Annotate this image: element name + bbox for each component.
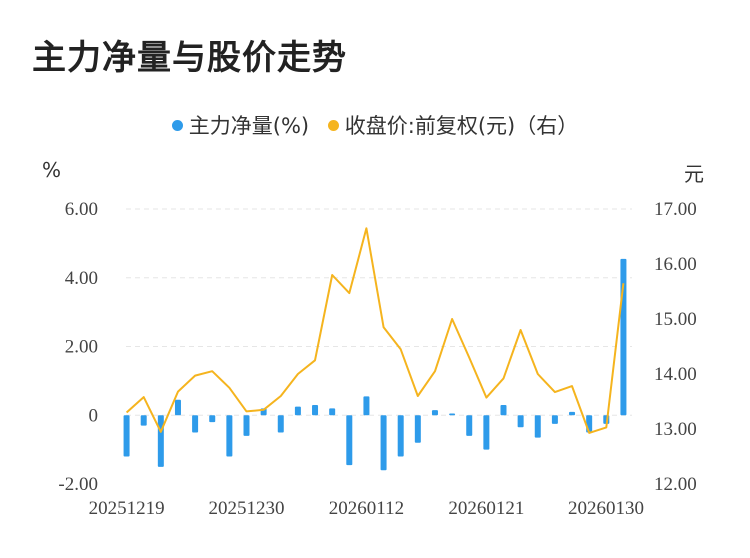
net-flow-bar — [140, 415, 147, 426]
legend: 主力净量(%) 收盘价:前复权(元)（右） — [0, 110, 750, 140]
left-axis-tick-label: 6.00 — [65, 199, 98, 220]
legend-label-net-flow: 主力净量(%) — [188, 114, 310, 138]
net-flow-bar — [123, 415, 130, 457]
net-flow-bar — [294, 406, 301, 416]
net-flow-bar — [192, 415, 199, 433]
x-axis-tick-label: 20260121 — [448, 498, 524, 519]
net-flow-bar — [329, 408, 336, 416]
net-flow-bar — [243, 415, 250, 436]
right-axis-tick-label: 16.00 — [654, 254, 697, 275]
left-axis-tick-label: 0 — [89, 405, 99, 426]
net-flow-bar — [380, 415, 387, 471]
net-flow-bar — [226, 415, 233, 457]
net-flow-bar — [209, 415, 216, 423]
net-flow-bar — [414, 415, 421, 443]
x-axis-tick-label: 20251230 — [209, 498, 285, 519]
right-axis-tick-label: 13.00 — [654, 419, 697, 440]
x-axis-tick-label: 20251219 — [89, 498, 165, 519]
x-axis-tick-label: 20260112 — [329, 498, 404, 519]
net-flow-bar — [483, 415, 490, 450]
left-axis-tick-label: 2.00 — [65, 337, 98, 358]
close-price-line — [125, 227, 625, 434]
bar-series-dot-icon — [171, 119, 183, 131]
legend-item-net-flow[interactable]: 主力净量(%) — [171, 110, 310, 140]
net-flow-bar — [620, 258, 627, 416]
line-series-dot-icon — [327, 119, 339, 131]
legend-label-close-price: 收盘价:前复权(元)（右） — [344, 114, 579, 138]
net-flow-bar — [534, 415, 541, 438]
net-flow-bar — [449, 413, 456, 416]
right-axis-tick-label: 15.00 — [654, 309, 697, 330]
net-flow-bar — [312, 404, 319, 416]
net-flow-bar — [466, 415, 473, 436]
net-flow-bar — [517, 415, 524, 428]
net-flow-bar — [174, 399, 181, 416]
net-flow-bar — [363, 396, 370, 416]
x-axis-tick-label: 20260130 — [568, 498, 644, 519]
net-flow-bar — [397, 415, 404, 457]
net-flow-bar — [157, 415, 164, 467]
right-axis-unit: 元 — [684, 162, 704, 186]
net-flow-bar — [431, 410, 438, 416]
net-flow-bar — [346, 415, 353, 466]
net-flow-bar — [500, 404, 507, 416]
legend-item-close-price[interactable]: 收盘价:前复权(元)（右） — [327, 110, 579, 140]
left-axis-tick-label: -2.00 — [58, 474, 98, 495]
net-flow-bar — [569, 411, 576, 416]
left-axis-unit: % — [42, 158, 62, 182]
right-axis-tick-label: 12.00 — [654, 474, 697, 495]
right-axis-tick-label: 14.00 — [654, 364, 697, 385]
right-axis-tick-label: 17.00 — [654, 199, 697, 220]
net-flow-bar — [277, 415, 284, 433]
chart-title: 主力净量与股价走势 — [32, 38, 347, 78]
net-flow-bar — [551, 415, 558, 424]
left-axis-tick-label: 4.00 — [65, 268, 98, 289]
